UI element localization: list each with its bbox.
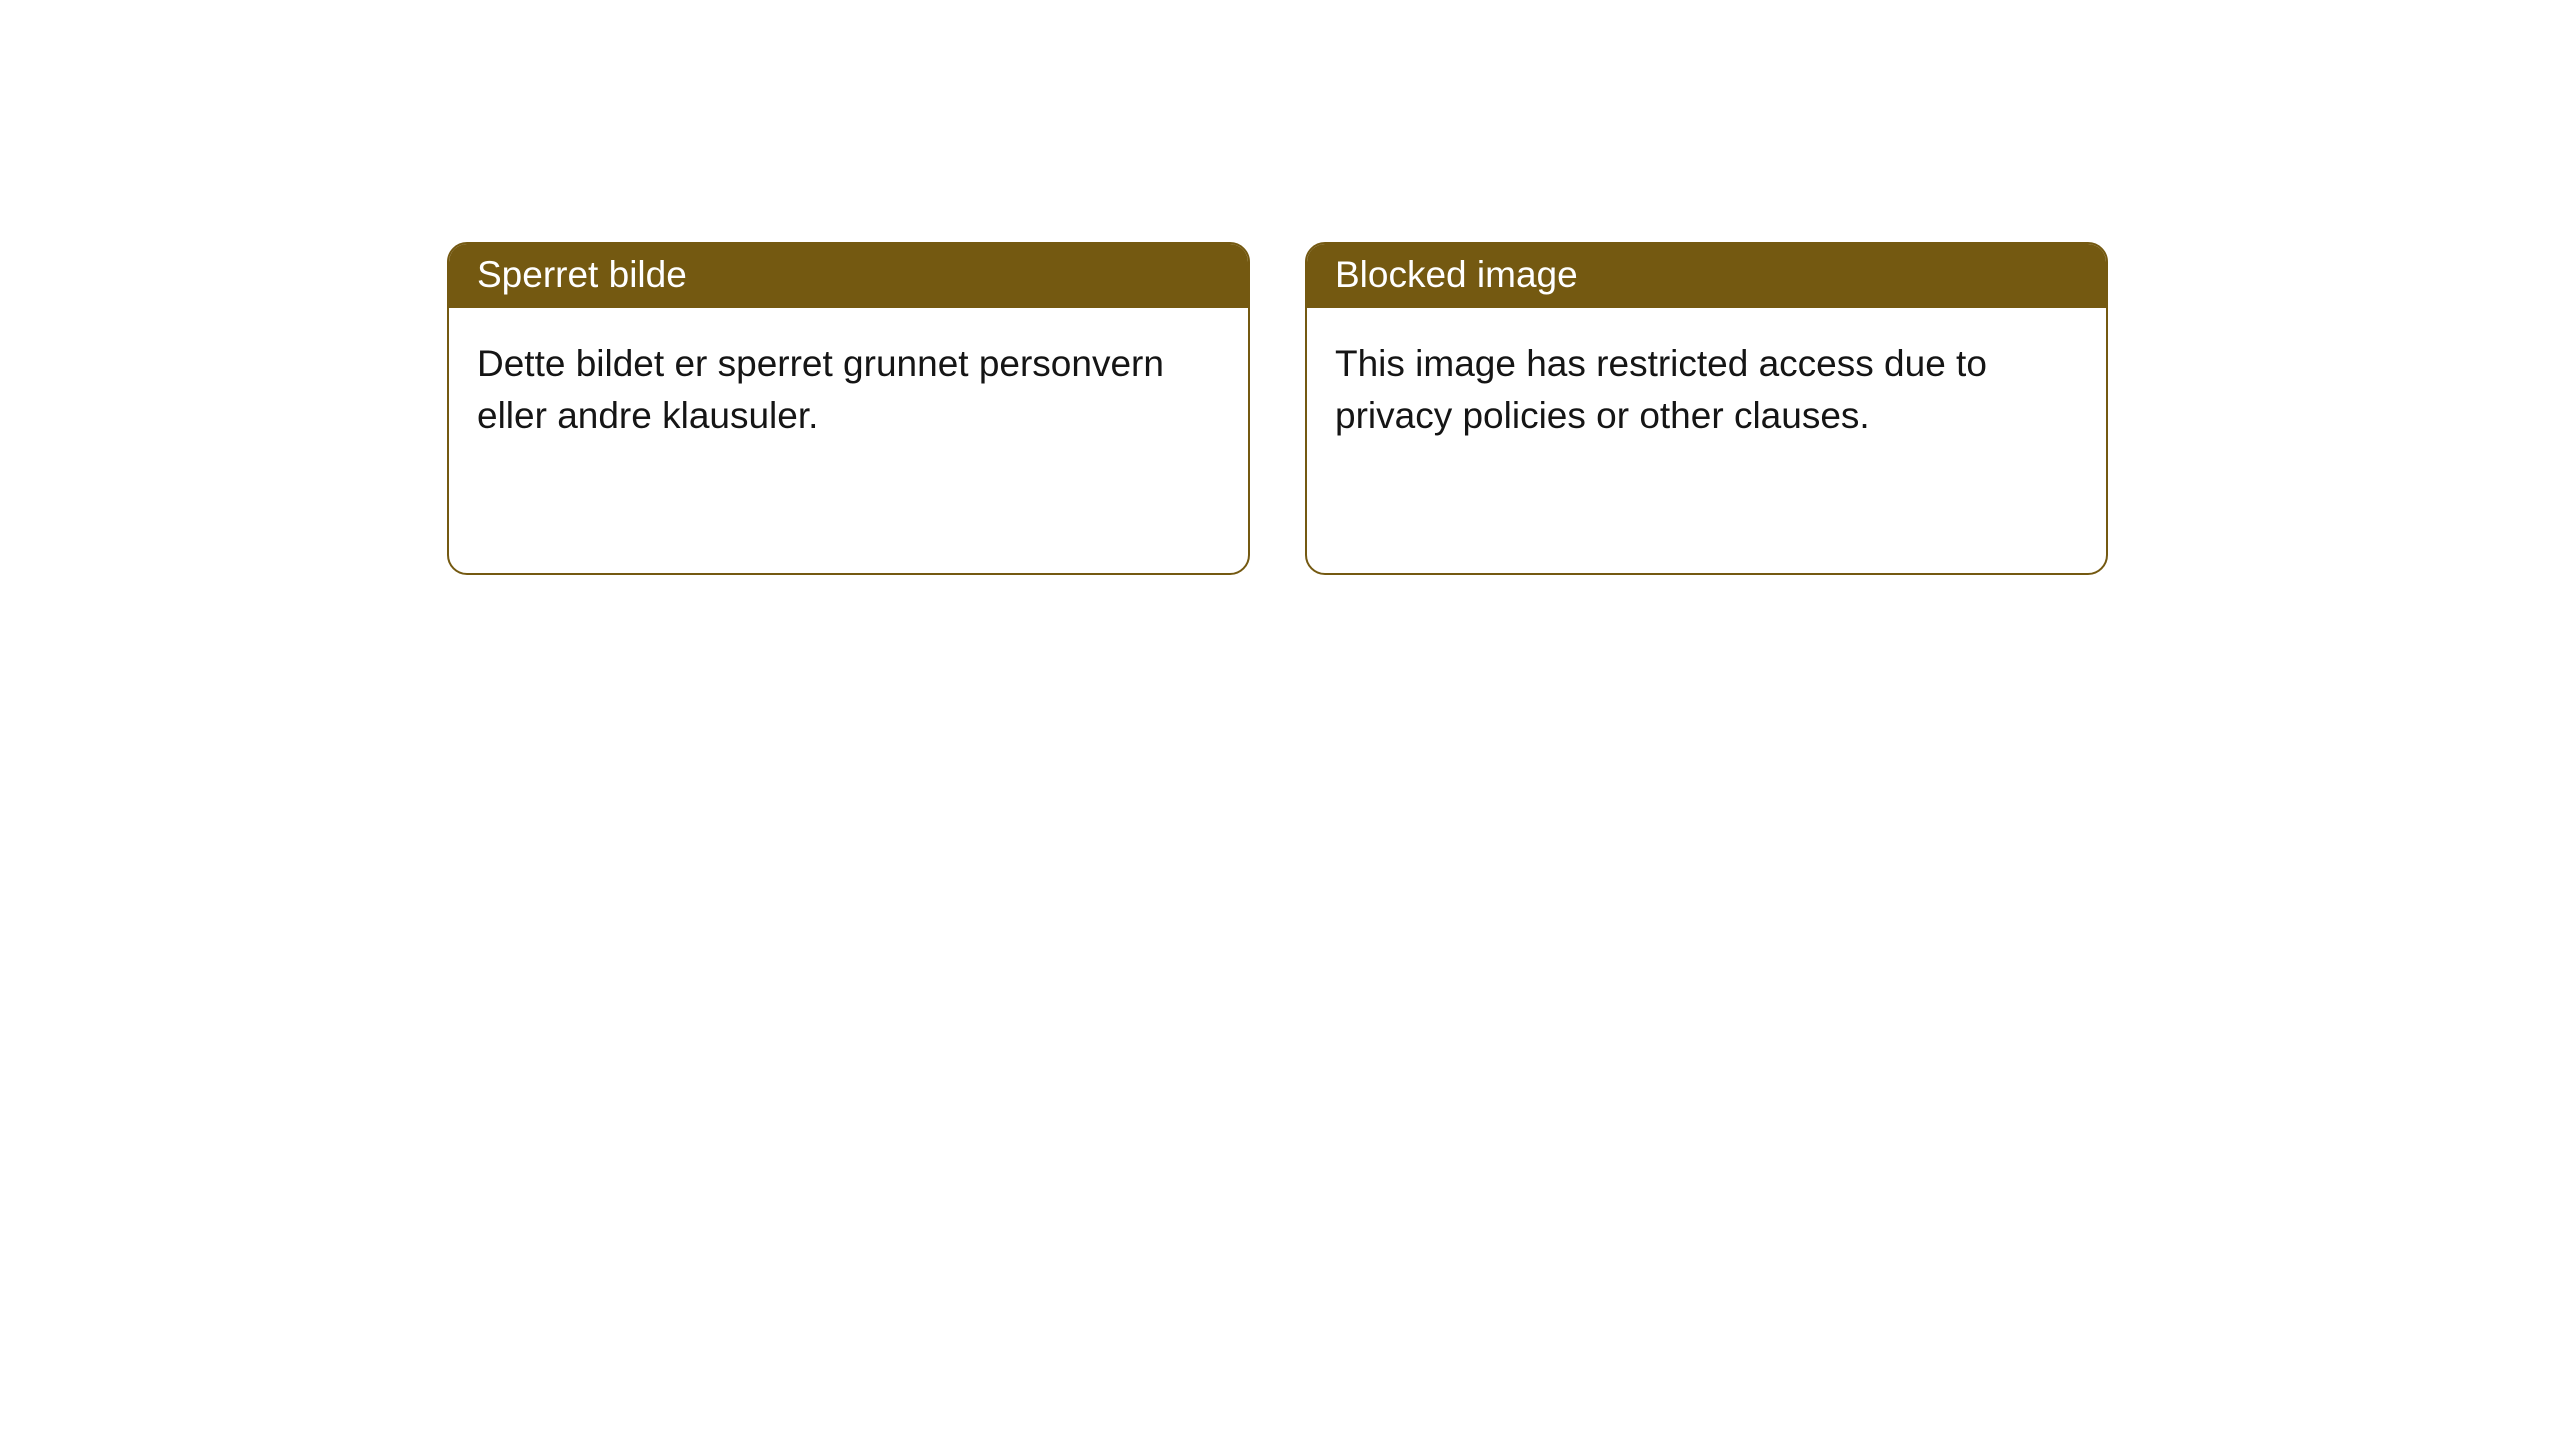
notice-card-english: Blocked image This image has restricted … — [1305, 242, 2108, 575]
card-body: Dette bildet er sperret grunnet personve… — [449, 308, 1248, 470]
card-body: This image has restricted access due to … — [1307, 308, 2106, 470]
card-title: Sperret bilde — [449, 244, 1248, 308]
notice-card-norwegian: Sperret bilde Dette bildet er sperret gr… — [447, 242, 1250, 575]
card-title: Blocked image — [1307, 244, 2106, 308]
notice-container: Sperret bilde Dette bildet er sperret gr… — [0, 0, 2560, 575]
